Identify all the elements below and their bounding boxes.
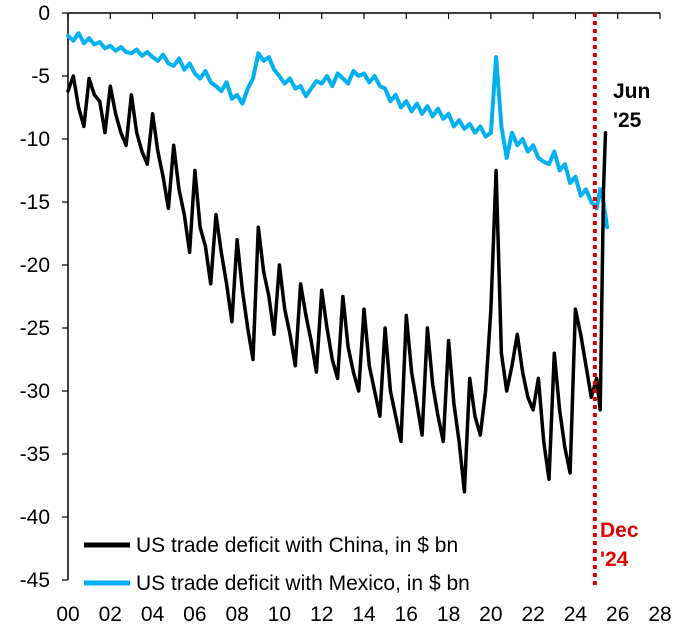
y-tick-label: -25	[20, 317, 50, 340]
x-tick-label: 26	[606, 603, 629, 626]
x-tick-label: 14	[352, 603, 376, 626]
x-tick-label: 02	[99, 603, 122, 626]
x-tick-label: 22	[521, 603, 544, 626]
x-tick-label: 18	[437, 603, 460, 626]
legend-label-china: US trade deficit with China, in $ bn	[136, 534, 458, 557]
y-tick-label: -40	[20, 506, 50, 529]
x-tick-label: 20	[479, 603, 502, 626]
y-tick-label: -45	[20, 569, 50, 592]
y-tick-label: 0	[38, 2, 50, 25]
annotation-jun25: Jun '25	[613, 80, 650, 132]
axes: 0 -5 -10 -15 -20 -25 -30 -35 -40 -45 00 02 04 06 08 10 1…	[20, 2, 672, 626]
series-line-mexico	[66, 31, 610, 230]
annotation-dec24: Dec '24	[600, 519, 639, 571]
x-tick-label: 16	[395, 603, 418, 626]
legend: US trade deficit with China, in $ bn US …	[84, 534, 470, 595]
series-layer	[66, 31, 610, 494]
y-tick-label: -15	[20, 191, 50, 214]
x-tick-label: 24	[564, 603, 588, 626]
legend-label-mexico: US trade deficit with Mexico, in $ bn	[136, 572, 470, 595]
x-tick-label: 12	[310, 603, 333, 626]
x-tick-label: 28	[648, 603, 671, 626]
annotation-layer: Jun '25 Dec '24	[600, 80, 650, 571]
x-tick-label: 04	[141, 603, 165, 626]
x-tick-label: 10	[268, 603, 291, 626]
x-tick-label: 08	[225, 603, 248, 626]
series-line-china	[66, 74, 608, 494]
y-tick-label: -30	[20, 380, 50, 403]
x-tick-label: 00	[56, 603, 79, 626]
x-tick-label: 06	[183, 603, 206, 626]
y-tick-label: -10	[20, 128, 50, 151]
y-tick-label: -5	[31, 65, 50, 88]
y-tick-label: -35	[20, 443, 50, 466]
y-tick-label: -20	[20, 254, 50, 277]
